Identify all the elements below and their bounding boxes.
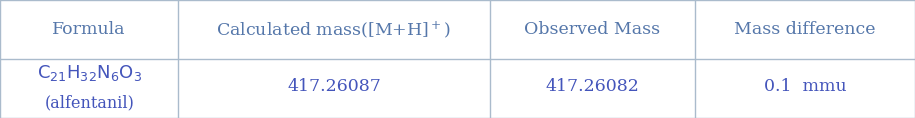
Text: 0.1  mmu: 0.1 mmu [764, 78, 846, 95]
Text: 417.26087: 417.26087 [287, 78, 381, 95]
Text: Mass difference: Mass difference [735, 21, 876, 38]
Text: Observed Mass: Observed Mass [524, 21, 661, 38]
Text: 417.26082: 417.26082 [545, 78, 640, 95]
Text: Calculated mass([M+H]$\mathregular{^+}$): Calculated mass([M+H]$\mathregular{^+}$) [216, 19, 452, 40]
Text: (alfentanil): (alfentanil) [44, 94, 135, 111]
Text: $\mathregular{C_{21}H_{32}N_6O_3}$: $\mathregular{C_{21}H_{32}N_6O_3}$ [37, 63, 142, 83]
Text: Formula: Formula [52, 21, 126, 38]
